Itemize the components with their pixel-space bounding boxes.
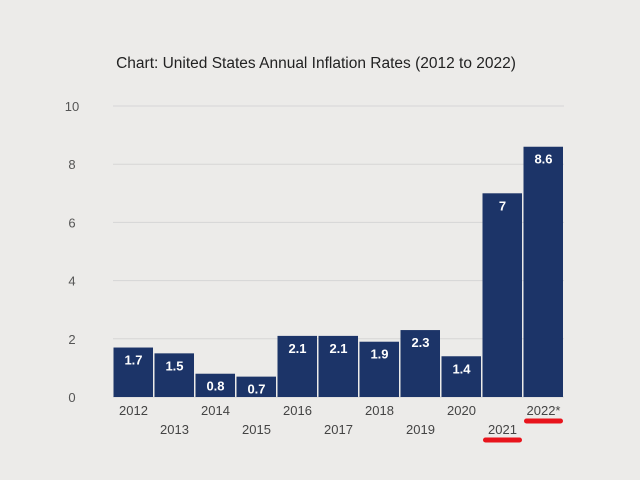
bar	[277, 335, 317, 397]
y-tick-label: 4	[68, 274, 75, 289]
bar-value-label: 0.8	[206, 379, 224, 394]
x-tick-label: 2013	[160, 422, 189, 437]
chart-title: Chart: United States Annual Inflation Ra…	[116, 55, 516, 72]
bar-value-label: 1.5	[165, 358, 183, 373]
bar	[154, 353, 194, 397]
bar	[400, 330, 440, 397]
y-tick-label: 8	[68, 157, 75, 172]
y-tick-label: 2	[68, 332, 75, 347]
bar-value-label: 1.7	[124, 353, 142, 368]
bar-value-label: 8.6	[534, 152, 552, 167]
bar-value-label: 0.7	[247, 382, 265, 397]
x-tick-label: 2015	[242, 422, 271, 437]
bar-value-label: 7	[499, 198, 506, 213]
bar-value-label: 2.1	[288, 341, 306, 356]
x-tick-label: 2020	[447, 403, 476, 418]
bar	[318, 335, 358, 397]
x-tick-label: 2019	[406, 422, 435, 437]
x-tick-label: 2016	[283, 403, 312, 418]
bar	[359, 341, 399, 397]
bar	[523, 146, 563, 397]
x-tick-label: 2021	[488, 422, 517, 437]
x-tick-label: 2014	[201, 403, 230, 418]
y-tick-label: 10	[65, 99, 79, 114]
bar-value-label: 2.3	[411, 335, 429, 350]
bar-value-label: 1.4	[452, 361, 471, 376]
bar	[441, 356, 481, 397]
bar	[113, 347, 153, 397]
bar	[195, 373, 235, 397]
y-tick-label: 6	[68, 215, 75, 230]
bar-value-label: 2.1	[329, 341, 347, 356]
x-tick-label: 2017	[324, 422, 353, 437]
y-tick-label: 0	[68, 390, 75, 405]
x-tick-label: 2022*	[527, 403, 561, 418]
x-tick-label: 2018	[365, 403, 394, 418]
bar	[482, 193, 522, 397]
bar-value-label: 1.9	[370, 347, 388, 362]
bar	[236, 376, 276, 397]
x-tick-label: 2012	[119, 403, 148, 418]
